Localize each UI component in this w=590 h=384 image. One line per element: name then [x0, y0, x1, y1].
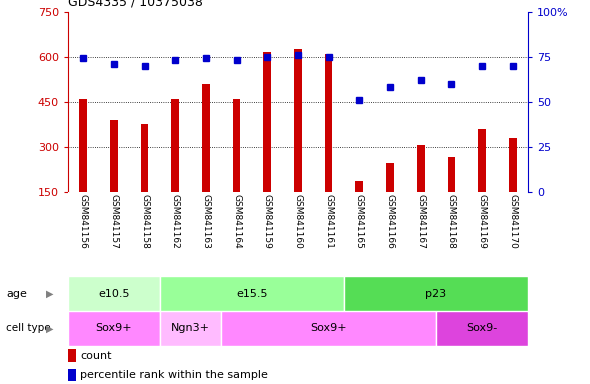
Bar: [110, 120, 118, 192]
Text: GSM841161: GSM841161: [324, 194, 333, 248]
Bar: [436, 311, 528, 346]
Text: Sox9+: Sox9+: [310, 323, 347, 333]
Text: GSM841162: GSM841162: [171, 194, 180, 248]
Text: GDS4335 / 10375038: GDS4335 / 10375038: [68, 0, 203, 9]
Text: GSM841156: GSM841156: [78, 194, 88, 248]
Bar: [80, 99, 87, 192]
Text: GSM841158: GSM841158: [140, 194, 149, 248]
Bar: [386, 164, 394, 192]
Text: age: age: [6, 289, 27, 299]
Bar: [232, 99, 241, 192]
Bar: [355, 182, 363, 192]
Bar: [294, 49, 302, 192]
Bar: [171, 99, 179, 192]
Text: p23: p23: [425, 289, 447, 299]
Text: GSM841165: GSM841165: [355, 194, 364, 248]
Bar: [263, 52, 271, 192]
Text: e10.5: e10.5: [98, 289, 130, 299]
Text: Ngn3+: Ngn3+: [171, 323, 210, 333]
Text: count: count: [80, 351, 112, 361]
Text: cell type: cell type: [6, 323, 51, 333]
Text: Sox9-: Sox9-: [467, 323, 497, 333]
Text: ▶: ▶: [47, 323, 54, 333]
Bar: [447, 157, 455, 192]
Text: GSM841168: GSM841168: [447, 194, 456, 248]
Bar: [344, 276, 528, 311]
Text: GSM841159: GSM841159: [263, 194, 272, 248]
Text: GSM841157: GSM841157: [109, 194, 119, 248]
Bar: [160, 311, 221, 346]
Text: GSM841163: GSM841163: [201, 194, 211, 248]
Text: ▶: ▶: [47, 289, 54, 299]
Text: GSM841160: GSM841160: [293, 194, 303, 248]
Text: GSM841164: GSM841164: [232, 194, 241, 248]
Text: Sox9+: Sox9+: [96, 323, 132, 333]
Bar: [68, 349, 76, 362]
Bar: [202, 84, 209, 192]
Text: GSM841169: GSM841169: [477, 194, 487, 248]
Text: percentile rank within the sample: percentile rank within the sample: [80, 370, 268, 380]
Bar: [160, 276, 344, 311]
Bar: [324, 54, 332, 192]
Bar: [68, 369, 76, 381]
Text: GSM841167: GSM841167: [416, 194, 425, 248]
Bar: [509, 138, 517, 192]
Bar: [221, 311, 436, 346]
Bar: [140, 124, 149, 192]
Text: GSM841170: GSM841170: [508, 194, 517, 248]
Bar: [68, 276, 160, 311]
Bar: [68, 311, 160, 346]
Text: e15.5: e15.5: [236, 289, 268, 299]
Text: GSM841166: GSM841166: [385, 194, 395, 248]
Bar: [478, 129, 486, 192]
Bar: [417, 146, 424, 192]
